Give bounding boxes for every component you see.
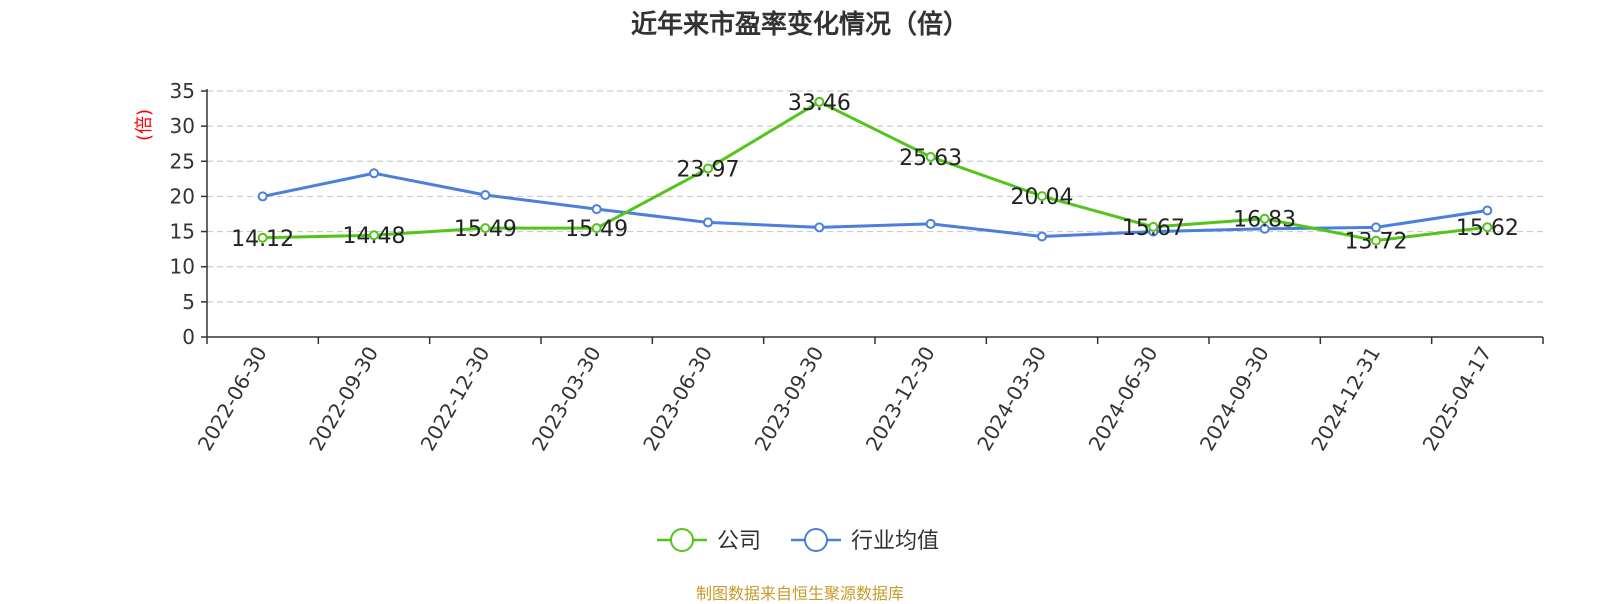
- data-label: 15.62: [1456, 216, 1519, 241]
- data-label: 16.83: [1233, 208, 1296, 233]
- data-label: 15.67: [1122, 216, 1185, 241]
- y-tick-label: 25: [170, 149, 195, 173]
- y-tick-label: 10: [170, 255, 195, 279]
- data-point[interactable]: [1371, 222, 1381, 233]
- legend-item[interactable]: 行业均值: [791, 528, 939, 554]
- y-tick-label: 15: [170, 220, 195, 244]
- data-point[interactable]: [1259, 213, 1270, 224]
- data-label: 15.49: [454, 217, 517, 242]
- data-label: 20.04: [1011, 185, 1074, 210]
- x-tick-label: 2024-03-30: [972, 342, 1051, 455]
- data-label: 33.46: [788, 91, 851, 116]
- series-line: [262, 171, 1488, 238]
- data-point[interactable]: [1482, 205, 1493, 216]
- data-point[interactable]: [480, 190, 491, 201]
- legend-marker-icon: [670, 528, 694, 552]
- data-point[interactable]: [1148, 221, 1159, 232]
- x-tick-label: 2024-06-30: [1084, 342, 1163, 455]
- x-tick-label: 2025-04-17: [1418, 342, 1497, 455]
- x-tick-label: 2024-09-30: [1195, 342, 1274, 455]
- data-point[interactable]: [480, 223, 491, 234]
- x-tick-label: 2023-06-30: [638, 342, 717, 455]
- data-label: 13.72: [1345, 230, 1408, 255]
- data-label: 25.63: [899, 146, 962, 171]
- data-point[interactable]: [814, 222, 825, 233]
- data-point[interactable]: [1037, 191, 1047, 202]
- legend-item[interactable]: 公司: [657, 528, 761, 554]
- series-group: [257, 96, 1493, 246]
- grid-lines: [207, 90, 1543, 303]
- x-tick-label: 2024-12-31: [1306, 342, 1385, 455]
- data-point[interactable]: [591, 204, 602, 215]
- data-point[interactable]: [591, 223, 602, 234]
- y-tick-label: 0: [182, 325, 195, 349]
- chart-title: 近年来市盈率变化情况（倍）: [630, 10, 969, 40]
- data-point[interactable]: [814, 96, 825, 107]
- source-note: 制图数据来自恒生聚源数据库: [695, 584, 904, 603]
- y-tick-label: 35: [170, 79, 195, 103]
- data-labels: 14.12 14.48 15.49 15.49 23.97 33.46 25.63 20.04…: [231, 91, 1519, 255]
- data-point[interactable]: [369, 168, 379, 179]
- data-point[interactable]: [703, 163, 713, 174]
- x-tick-label: 2022-06-30: [193, 342, 272, 455]
- data-label: 23.97: [677, 158, 740, 183]
- data-point[interactable]: [703, 217, 713, 228]
- y-tick-label: 30: [170, 114, 195, 138]
- y-tick-label: 20: [170, 184, 195, 208]
- data-point[interactable]: [1482, 222, 1493, 233]
- y-axis: 0 5 10 15 20 25 30 35: [170, 79, 208, 349]
- data-point[interactable]: [369, 230, 379, 241]
- x-tick-label: 2023-03-30: [527, 342, 606, 455]
- y-axis-label: (倍): [134, 109, 155, 141]
- data-point[interactable]: [1371, 235, 1381, 246]
- x-tick-label: 2023-12-30: [861, 342, 940, 455]
- data-point[interactable]: [1259, 223, 1270, 234]
- data-label: 14.12: [231, 227, 294, 252]
- legend[interactable]: 公司 行业均值: [657, 528, 939, 554]
- legend-marker-icon: [804, 528, 828, 552]
- data-label: 15.49: [565, 217, 628, 242]
- legend-label: 行业均值: [851, 529, 939, 554]
- data-point[interactable]: [1037, 231, 1047, 242]
- x-tick-label: 2023-09-30: [750, 342, 829, 455]
- data-point[interactable]: [925, 151, 936, 162]
- x-tick-label: 2022-12-30: [416, 342, 495, 455]
- legend-label: 公司: [717, 529, 761, 554]
- series-line: [262, 100, 1488, 243]
- y-tick-label: 5: [182, 290, 195, 314]
- data-point[interactable]: [925, 218, 936, 229]
- data-point[interactable]: [257, 191, 268, 202]
- x-tick-label: 2022-09-30: [304, 342, 383, 455]
- x-axis: 2022-06-30 2022-09-30 2022-12-30 2023-03-30…: [193, 336, 1544, 455]
- data-label: 14.48: [343, 224, 406, 249]
- data-point[interactable]: [257, 232, 268, 243]
